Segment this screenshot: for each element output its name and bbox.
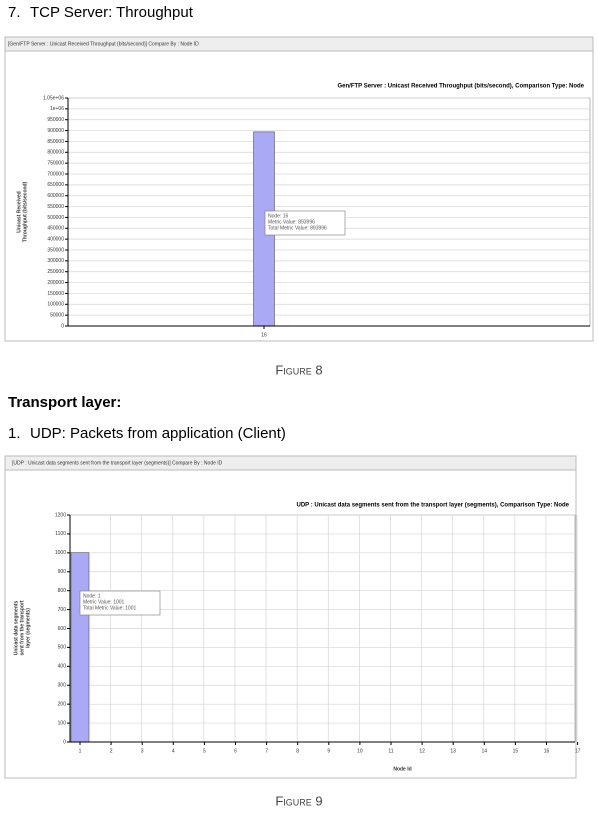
section-heading: Transport layer: — [8, 394, 121, 411]
x-tick-label: 1 — [79, 748, 82, 754]
y-tick-label: 450000 — [47, 226, 64, 232]
y-axis-label: layer (segments) — [25, 608, 31, 648]
x-tick-label: 14 — [482, 748, 488, 754]
y-tick-label: 1000 — [55, 550, 66, 556]
y-tick-label: 600 — [58, 626, 67, 632]
heading: TCP Server: Throughput — [30, 4, 194, 21]
chart-title: Gen/FTP Server : Unicast Received Throug… — [338, 84, 585, 90]
x-tick-label: 15 — [513, 748, 519, 754]
bar — [70, 552, 90, 743]
y-tick-label: 900000 — [47, 128, 64, 134]
tab-label: [UDP : Unicast data segments sent from t… — [12, 460, 223, 466]
tooltip — [264, 210, 346, 236]
y-axis-label: Unicast data segments — [13, 601, 19, 656]
y-tick-label: 850000 — [47, 139, 64, 145]
x-tick-label: 13 — [450, 748, 456, 754]
tooltip — [79, 590, 161, 616]
y-tick-label: 50000 — [50, 312, 64, 318]
y-tick-label: 600000 — [47, 193, 64, 199]
tooltip-text: Total Metric Value: 893996 — [268, 225, 327, 231]
tooltip-text: Total Metric Value: 1001 — [83, 605, 136, 611]
tooltip-text: Node: 1 — [83, 593, 101, 599]
figure-caption: Figure 8 — [275, 362, 322, 377]
x-tick-label: 8 — [296, 748, 299, 754]
y-tick-label: 900 — [58, 569, 67, 575]
y-tick-label: 650000 — [47, 182, 64, 188]
tooltip-text: Metric Value: 1001 — [83, 599, 125, 605]
x-tick-label: 17 — [575, 748, 581, 754]
x-tick-label: 11 — [388, 748, 393, 754]
y-tick-label: 400 — [58, 664, 67, 670]
y-tick-label: 700000 — [47, 171, 64, 177]
x-tick-label: 3 — [141, 748, 144, 754]
y-tick-label: 500 — [58, 645, 67, 651]
x-axis-label: Node Id — [393, 766, 411, 772]
y-axis-label: Unicast Received — [16, 191, 22, 232]
tooltip-text: Node: 16 — [268, 213, 289, 219]
y-tick-label: 300 — [58, 683, 67, 689]
y-axis-label: Throughput (bits/second) — [22, 181, 28, 242]
y-tick-label: 1.05e+06 — [43, 95, 64, 101]
tooltip-text: Metric Value: 893996 — [268, 219, 315, 225]
x-tick-label: 4 — [172, 748, 175, 754]
y-tick-label: 400000 — [47, 236, 64, 242]
heading-number: 7. — [8, 4, 21, 21]
heading: UDP: Packets from application (Client) — [30, 425, 286, 442]
x-tick-label: 7 — [265, 748, 268, 754]
y-tick-label: 1200 — [55, 512, 66, 518]
y-tick-label: 350000 — [47, 247, 64, 253]
y-tick-label: 500000 — [47, 215, 64, 221]
y-tick-label: 150000 — [47, 291, 64, 297]
y-tick-label: 300000 — [47, 258, 64, 264]
y-tick-label: 0 — [63, 739, 66, 745]
x-tick-label: 2 — [110, 748, 113, 754]
tab-bar — [4, 36, 594, 52]
y-tick-label: 250000 — [47, 269, 64, 275]
y-tick-label: 1100 — [55, 531, 66, 537]
y-tick-label: 800000 — [47, 150, 64, 156]
x-tick-label: 5 — [203, 748, 206, 754]
y-tick-label: 100000 — [47, 302, 64, 308]
x-tick-label: 12 — [419, 748, 425, 754]
tab-bar — [4, 455, 577, 471]
y-tick-label: 750000 — [47, 160, 64, 166]
y-tick-label: 950000 — [47, 117, 64, 123]
heading-number: 1. — [8, 425, 21, 442]
y-tick-label: 1e+06 — [50, 106, 64, 112]
x-tick-label: 10 — [357, 748, 363, 754]
y-tick-label: 200000 — [47, 280, 64, 286]
y-tick-label: 100 — [58, 720, 67, 726]
y-tick-label: 200 — [58, 701, 67, 707]
x-tick-label: 16 — [544, 748, 550, 754]
y-tick-label: 550000 — [47, 204, 64, 210]
figure-caption: Figure 9 — [275, 793, 322, 808]
y-tick-label: 700 — [58, 607, 67, 613]
y-tick-label: 0 — [61, 323, 64, 329]
tab-label: [Gen/FTP Server : Unicast Received Throu… — [8, 41, 199, 47]
y-axis-label: sent from the transport — [19, 600, 25, 655]
x-tick-label: 9 — [327, 748, 330, 754]
y-tick-label: 800 — [58, 588, 67, 594]
x-tick-label: 16 — [261, 332, 267, 338]
x-tick-label: 6 — [234, 748, 237, 754]
chart-title: UDP : Unicast data segments sent from th… — [296, 503, 569, 509]
